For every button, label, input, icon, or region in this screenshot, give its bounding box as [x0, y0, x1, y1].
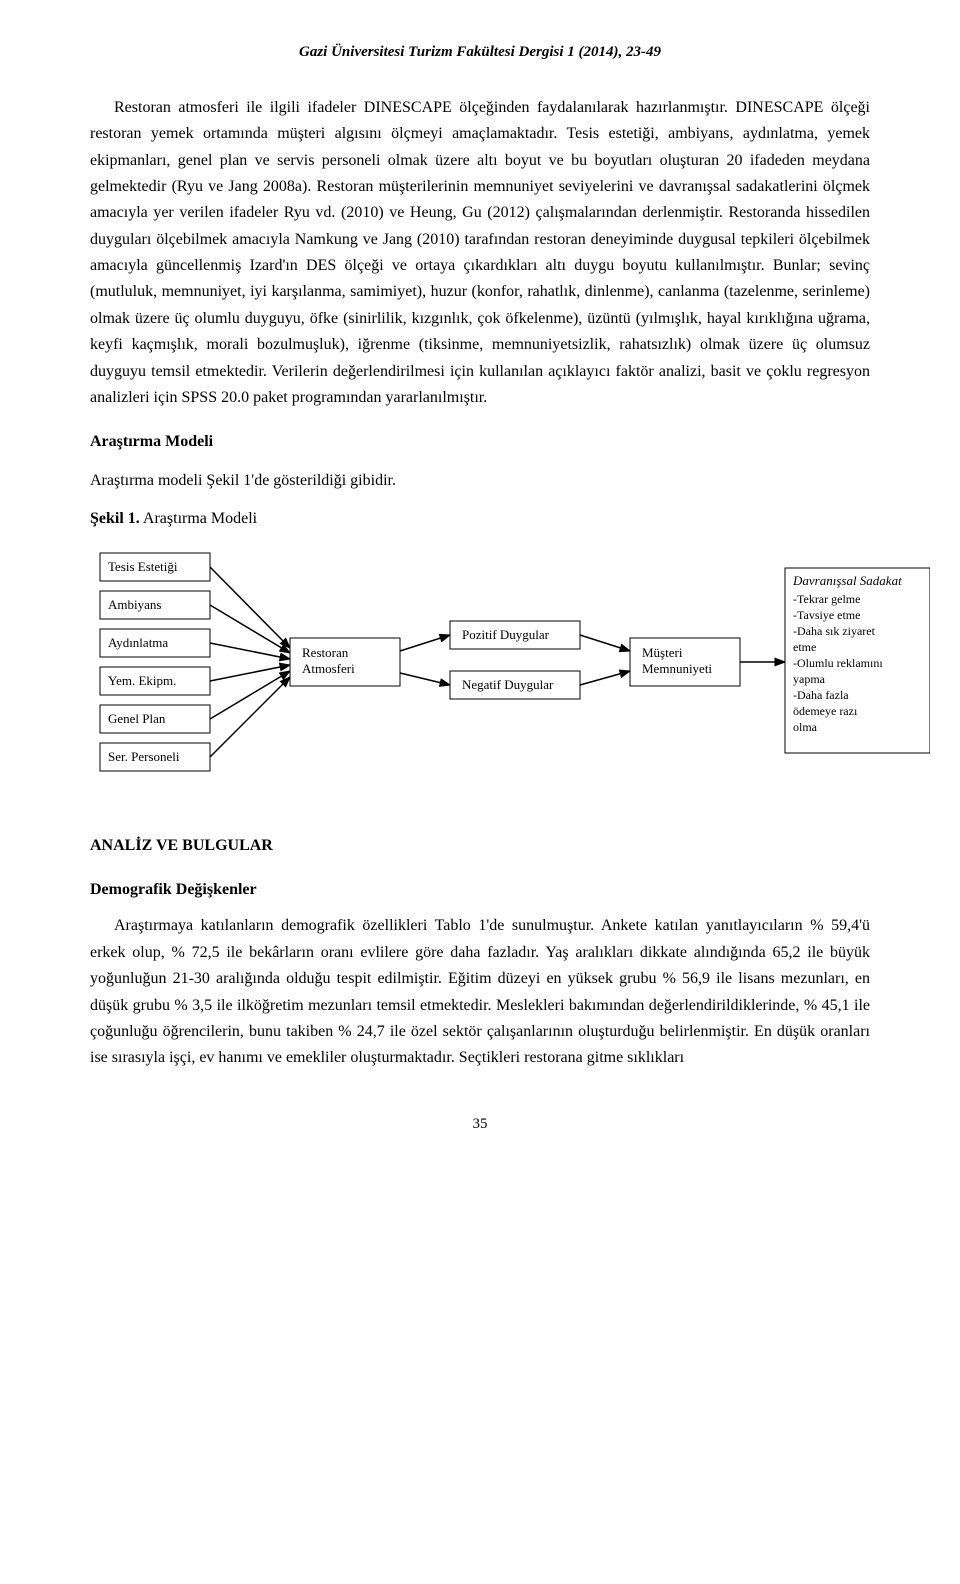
- figure-title: Araştırma Modeli: [140, 510, 257, 527]
- figure-caption: Şekil 1. Araştırma Modeli: [90, 506, 870, 532]
- svg-text:Davranışsal Sadakat: Davranışsal Sadakat: [792, 573, 902, 588]
- svg-text:olma: olma: [793, 720, 818, 734]
- box-genel-plan: Genel Plan: [108, 711, 166, 726]
- paragraph-2: Araştırma modeli Şekil 1'de gösterildiği…: [90, 468, 870, 494]
- paragraph-3: Araştırmaya katılanların demografik özel…: [90, 913, 870, 1071]
- box-ambiyans: Ambiyans: [108, 597, 161, 612]
- svg-text:-Tekrar gelme: -Tekrar gelme: [793, 592, 860, 606]
- figure-number: Şekil 1.: [90, 510, 140, 527]
- col1-boxes: Tesis Estetiği Ambiyans Aydınlatma Yem. …: [100, 553, 210, 771]
- svg-text:Negatif Duygular: Negatif Duygular: [462, 677, 554, 692]
- svg-text:Memnuniyeti: Memnuniyeti: [642, 661, 712, 676]
- svg-text:ödemeye razı: ödemeye razı: [793, 704, 858, 718]
- svg-text:Pozitif Duygular: Pozitif Duygular: [462, 627, 550, 642]
- box-aydinlatma: Aydınlatma: [108, 635, 168, 650]
- heading-arastirma-modeli: Araştırma Modeli: [90, 429, 870, 455]
- svg-text:Müşteri: Müşteri: [642, 645, 683, 660]
- svg-text:yapma: yapma: [793, 672, 826, 686]
- heading-analiz-bulgular: ANALİZ VE BULGULAR: [90, 833, 870, 859]
- svg-text:-Olumlu reklamını: -Olumlu reklamını: [793, 656, 883, 670]
- box-yem-ekipm: Yem. Ekipm.: [108, 673, 176, 688]
- svg-text:Atmosferi: Atmosferi: [302, 661, 355, 676]
- svg-text:Restoran: Restoran: [302, 645, 349, 660]
- svg-text:-Daha sık ziyaret: -Daha sık ziyaret: [793, 624, 876, 638]
- research-model-diagram: Tesis Estetiği Ambiyans Aydınlatma Yem. …: [90, 543, 870, 793]
- svg-text:-Tavsiye etme: -Tavsiye etme: [793, 608, 860, 622]
- box-ser-personeli: Ser. Personeli: [108, 749, 180, 764]
- paragraph-1: Restoran atmosferi ile ilgili ifadeler D…: [90, 95, 870, 412]
- heading-demografik: Demografik Değişkenler: [90, 877, 870, 903]
- svg-text:etme: etme: [793, 640, 816, 654]
- page-number: 35: [90, 1112, 870, 1137]
- box-tesis-estetigi: Tesis Estetiği: [108, 559, 178, 574]
- journal-header: Gazi Üniversitesi Turizm Fakültesi Dergi…: [90, 40, 870, 65]
- svg-text:-Daha fazla: -Daha fazla: [793, 688, 849, 702]
